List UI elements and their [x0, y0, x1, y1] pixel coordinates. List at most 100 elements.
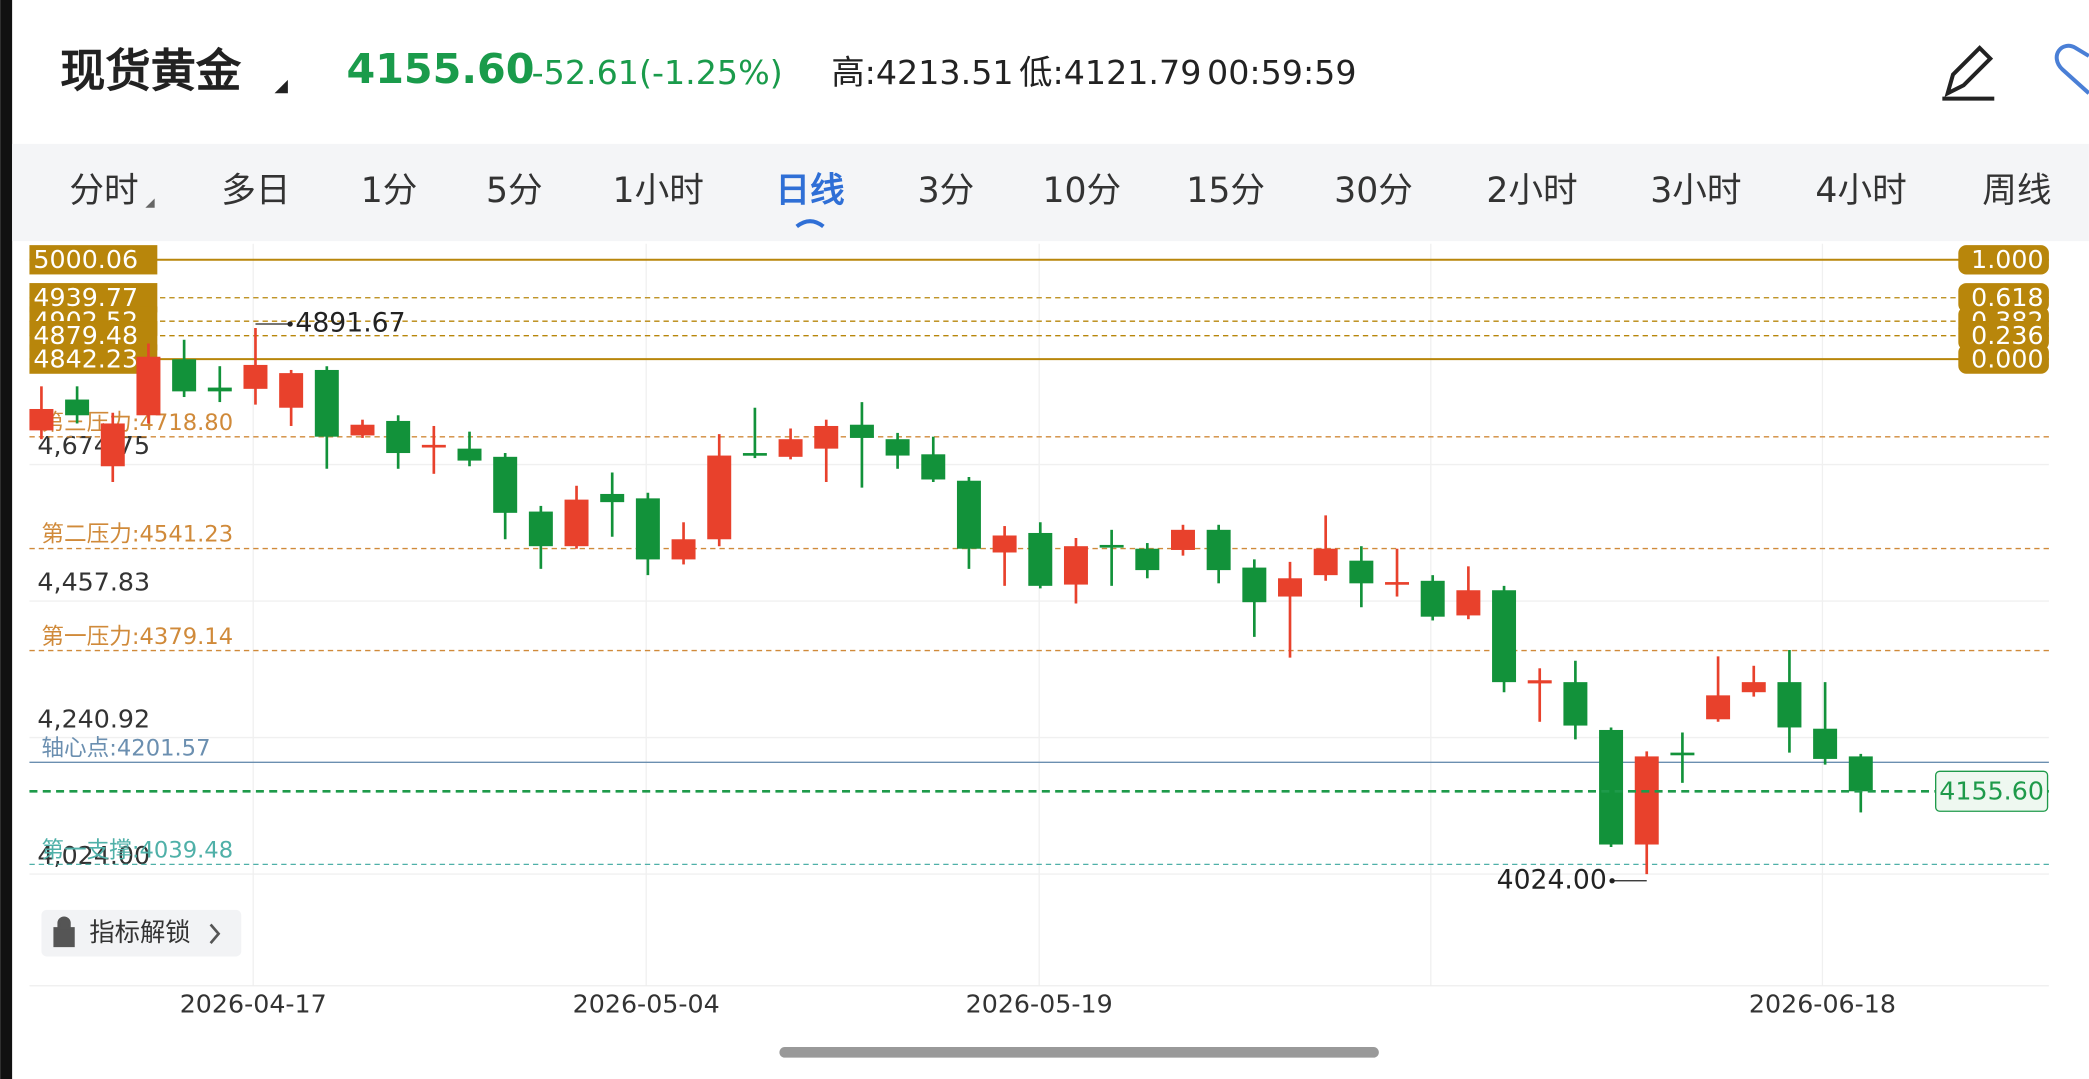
tab[interactable]: 30分 — [1334, 171, 1413, 211]
change: -52.61(-1.25%) — [532, 53, 783, 92]
candle-body — [671, 539, 696, 560]
candle-body — [243, 364, 268, 389]
candle-body — [1527, 680, 1552, 684]
level-label: 轴心点:4201.57 — [41, 736, 210, 762]
candle-body — [386, 420, 411, 454]
candle-body — [1777, 682, 1802, 728]
candle-body — [279, 373, 304, 408]
candle-body — [136, 356, 161, 416]
x-tick-label: 2026-05-19 — [966, 990, 1113, 1019]
candle-body — [1848, 756, 1873, 792]
candle-body — [1313, 548, 1338, 576]
candle-body — [1599, 729, 1624, 845]
edit-icon[interactable] — [1942, 45, 1995, 101]
low: 低:4121.79 — [1019, 53, 1201, 92]
tab[interactable]: 1小时 — [613, 171, 704, 211]
tab[interactable]: 4小时 — [1815, 171, 1906, 211]
candle-body — [528, 511, 553, 547]
candle-body — [600, 493, 625, 503]
candle-body — [1563, 682, 1588, 726]
title[interactable]: 现货黄金 — [60, 45, 242, 98]
candle-body — [1385, 582, 1410, 585]
chart: 4,674.75 4,457.83 4,240.92 4,024.00 5000.06 1… — [29, 243, 2049, 987]
candle-body — [707, 455, 732, 540]
candle-body — [1813, 728, 1838, 759]
pencil — [1944, 45, 1994, 98]
tab[interactable]: 周线 — [1982, 171, 2051, 211]
tab[interactable]: 3小时 — [1650, 171, 1741, 211]
candle-body — [1028, 532, 1053, 586]
candle-body — [1135, 548, 1160, 571]
candle-body — [885, 439, 910, 456]
candle-body — [1099, 544, 1124, 548]
candle-body — [1670, 752, 1695, 756]
unlock-button[interactable] — [41, 909, 242, 957]
tab[interactable]: 10分 — [1042, 171, 1121, 211]
tabs: 分时 多日 1分 5分 1小时 日线 3分 10分 15分 30分 2小时 3小时 4小时 周线 — [69, 171, 2052, 229]
candle-body — [421, 444, 446, 448]
lock-icon — [53, 916, 75, 948]
fib-ratio: 1.000 — [1971, 245, 2043, 274]
tab[interactable]: 1分 — [361, 171, 418, 211]
fib-ratio-tag — [1958, 321, 2049, 351]
x-tick-label: 2026-06-18 — [1749, 990, 1896, 1019]
fib-ratio-tag — [1958, 245, 2049, 275]
fib-ratio-tag — [1958, 344, 2049, 374]
candle-body — [1420, 580, 1445, 617]
tab[interactable]: 日线 — [775, 171, 844, 211]
candle-body — [207, 387, 232, 392]
candle-body — [1706, 695, 1731, 720]
annotation-dot — [287, 321, 293, 327]
candle-body — [814, 425, 839, 449]
tab[interactable]: 分时 — [69, 171, 138, 211]
candle-body — [1170, 529, 1195, 550]
price: 4155.60 — [346, 45, 534, 93]
fib-ratio: 0.000 — [1971, 344, 2043, 373]
y-tick-label: 4,674.75 — [37, 431, 150, 460]
candle-body — [1634, 756, 1659, 845]
x-tick-label: 2026-05-04 — [573, 990, 720, 1019]
candle-body — [65, 399, 90, 416]
candle-body — [100, 423, 125, 467]
y-tick-label: 4,024.00 — [37, 841, 150, 870]
candle-body — [457, 448, 482, 461]
candle-body — [742, 453, 767, 456]
y-tick-label: 4,240.92 — [37, 704, 150, 733]
favorite-icon[interactable] — [2054, 44, 2089, 95]
tab[interactable]: 3分 — [918, 171, 975, 211]
tab[interactable]: 2小时 — [1486, 171, 1577, 211]
fib-tag — [29, 245, 158, 275]
last-price-tag — [1935, 770, 2049, 812]
tab[interactable]: 15分 — [1186, 171, 1265, 211]
chevron — [209, 923, 221, 944]
candle-body — [350, 424, 375, 436]
candle-body — [29, 408, 54, 431]
fib-label: 5000.06 — [33, 245, 138, 274]
edge — [0, 0, 13, 1079]
fib-tag — [29, 344, 158, 374]
candle-body — [1242, 567, 1267, 603]
active-indicator — [795, 219, 825, 229]
candle-body — [992, 535, 1017, 553]
candle-body — [1063, 546, 1088, 585]
fib-label: 4842.23 — [33, 344, 138, 373]
unlock-label[interactable]: 指标解锁 — [89, 918, 190, 947]
candle-body — [921, 454, 946, 480]
home-indicator — [779, 1047, 1379, 1058]
fib-ratio-tag — [1958, 283, 2049, 313]
candle-body — [1492, 590, 1517, 683]
candle-body — [849, 424, 874, 438]
tab[interactable]: 多日 — [221, 171, 290, 211]
annotation-label: 4891.67 — [295, 308, 405, 339]
high: 高:4213.51 — [831, 53, 1013, 92]
candle-body — [1206, 529, 1231, 571]
candle-body — [778, 439, 803, 457]
tab-bar — [12, 143, 2089, 242]
candle-body — [1278, 578, 1302, 597]
tab[interactable]: 5分 — [486, 171, 543, 211]
candle-body — [493, 456, 518, 513]
last-price-label: 4155.60 — [1939, 777, 2044, 806]
level-label: 第一支撑:4039.48 — [41, 838, 233, 864]
candle-body — [172, 359, 197, 392]
